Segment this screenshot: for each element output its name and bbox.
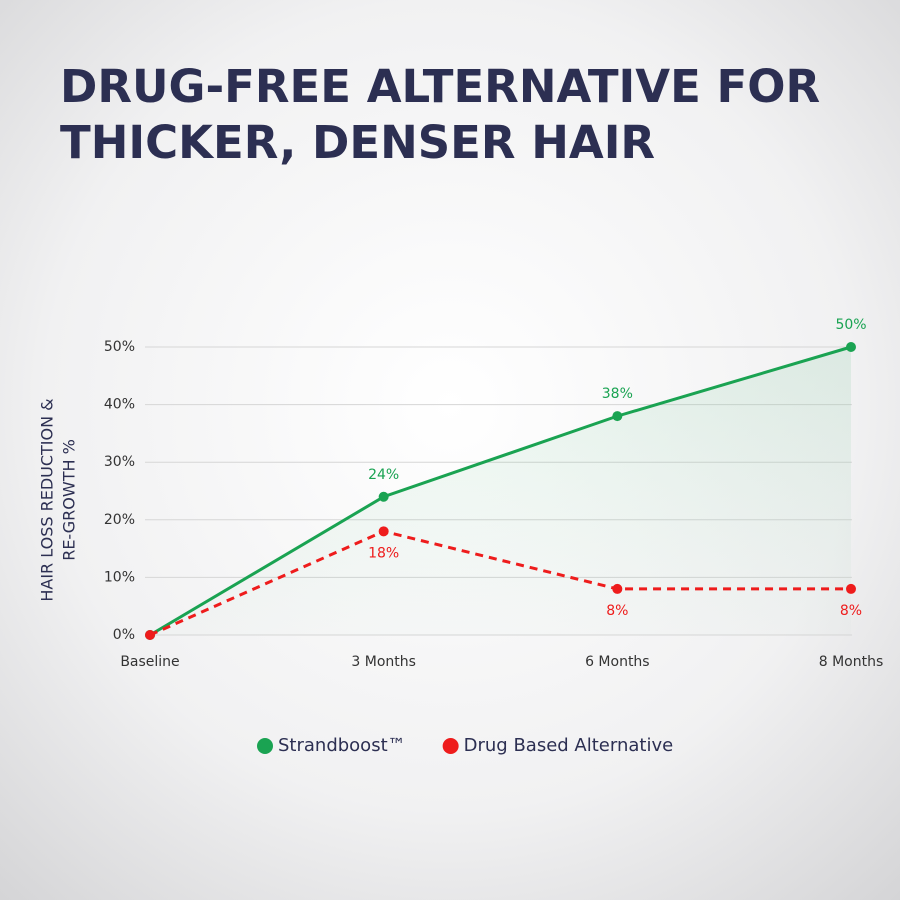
x-tick-label: Baseline [120, 654, 179, 670]
chart-title: DRUG-FREE ALTERNATIVE FOR [60, 60, 820, 113]
series-line [149, 345, 852, 637]
x-tick-label: 6 Months [585, 654, 650, 670]
y-tick-label: 40% [104, 397, 135, 413]
y-axis-label: HAIR LOSS REDUCTION & [38, 398, 57, 601]
data-point [612, 411, 623, 422]
data-label: 8% [840, 603, 862, 619]
y-tick-label: 50% [104, 339, 135, 355]
data-point [378, 526, 389, 537]
data-point [612, 583, 623, 594]
data-point [846, 342, 856, 352]
legend-marker [257, 738, 273, 754]
x-tick-label: 8 Months [819, 654, 884, 670]
data-label: 50% [835, 317, 866, 333]
data-point [145, 630, 155, 640]
data-label: 18% [368, 545, 399, 561]
data-point [846, 583, 856, 594]
legend-label: Strandboost™ [278, 735, 406, 756]
data-label: 8% [606, 603, 628, 619]
data-label: 24% [368, 467, 399, 483]
legend-marker [442, 738, 459, 754]
x-tick-label: 3 Months [351, 654, 416, 670]
legend-label: Drug Based Alternative [464, 735, 674, 756]
y-tick-label: 30% [104, 454, 135, 470]
y-axis-label: RE-GROWTH % [60, 439, 79, 561]
data-point [378, 491, 389, 502]
y-tick-label: 10% [104, 569, 135, 585]
area-glow [150, 347, 851, 635]
series-line [149, 529, 851, 637]
data-label: 38% [602, 386, 633, 402]
chart-title: THICKER, DENSER HAIR [60, 116, 655, 169]
y-tick-label: 20% [104, 512, 135, 528]
y-tick-label: 0% [113, 627, 135, 643]
